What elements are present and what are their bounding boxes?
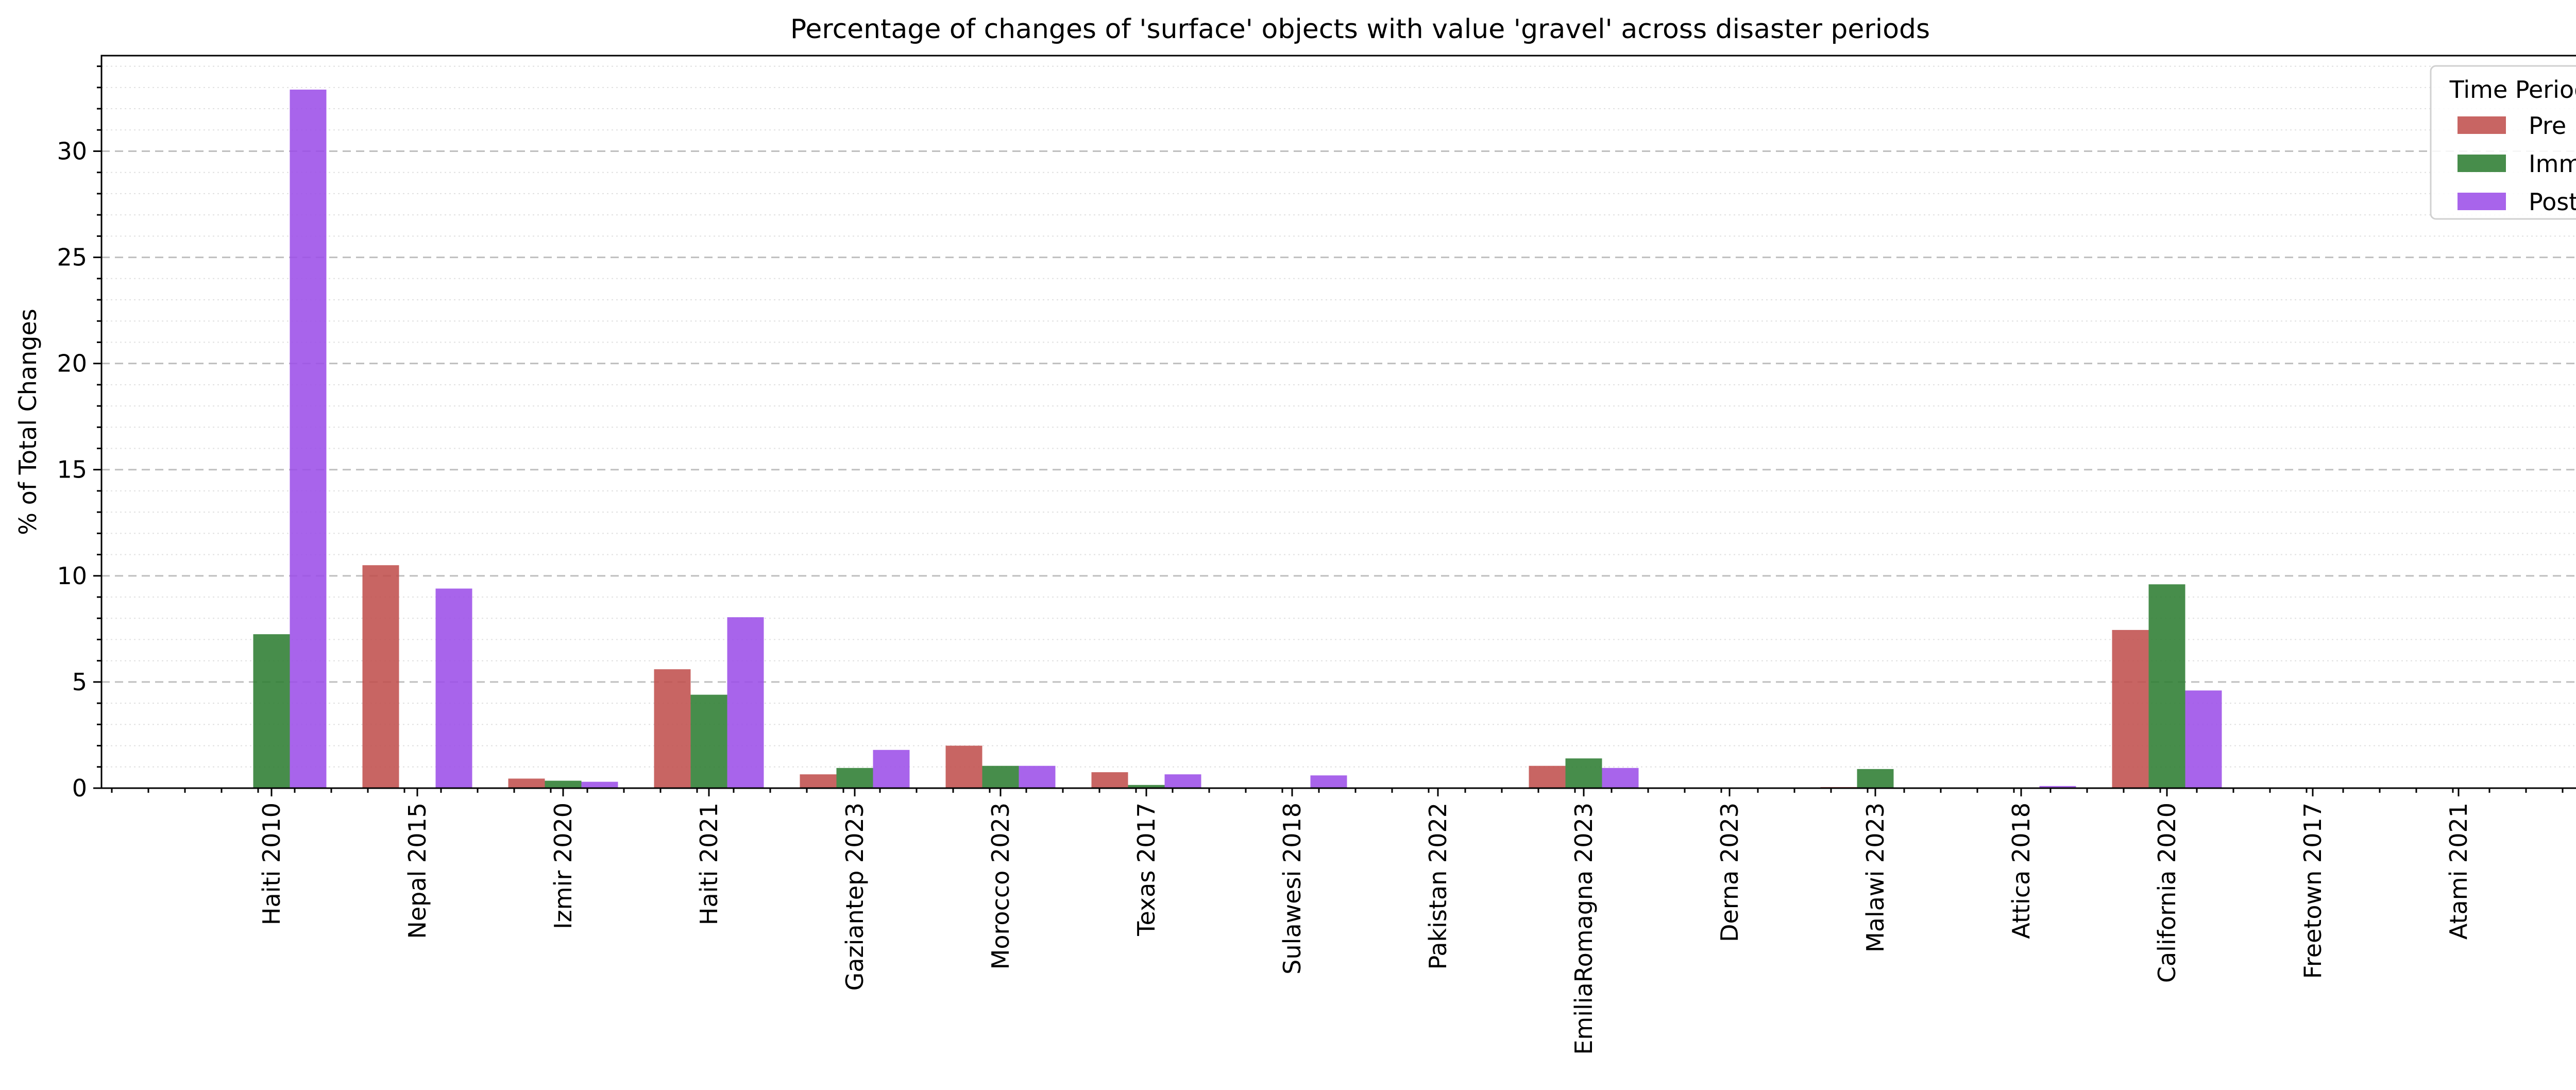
bar-imm-2: Izmir 2020 Imm: 0.35 [545, 780, 582, 788]
x-tick-label: Malawi 2023 [1861, 803, 1889, 952]
x-tick-label: Derna 2023 [1716, 803, 1743, 942]
bar-layer: Nepal 2015 Pre: 10.5 Izmir 2020 Pre: 0.45… [253, 89, 2222, 788]
x-tick-label: Morocco 2023 [987, 803, 1014, 969]
legend-swatch-imm [2458, 155, 2506, 172]
y-tick-label: 25 [57, 244, 87, 271]
bar-imm-13: California 2020 Imm: 9.6 [2148, 584, 2185, 788]
bar-imm-5: Morocco 2023 Imm: 1.05 [982, 765, 1019, 788]
bar-pre-5: Morocco 2023 Pre: 2 [945, 745, 982, 788]
bar-imm-4: Gaziantep 2023 Imm: 0.95 [836, 768, 873, 788]
bar-post-6: Texas 2017 Post: 0.65 [1164, 774, 1201, 788]
x-tick-label: Nepal 2015 [403, 803, 431, 939]
bar-post-12: Attica 2018 Post: 0.1 [2039, 786, 2076, 788]
y-tick-label: 15 [57, 456, 87, 484]
legend: Time Period Pre Imm Post [2430, 65, 2576, 220]
x-tick-label: Texas 2017 [1132, 803, 1160, 936]
tick-layer: 0 5 10 15 20 25 30 Haiti 2010 Nepal 2015 Izmir 20… [57, 65, 2564, 1055]
grid-layer [101, 65, 2576, 768]
legend-box [2430, 65, 2576, 220]
y-tick-label: 20 [57, 350, 87, 378]
bar-post-1: Nepal 2015 Post: 9.4 [435, 588, 472, 788]
bar-imm-0: Haiti 2010 Imm: 7.25 [253, 634, 290, 788]
y-tick-label: 30 [57, 137, 87, 165]
x-tick-label: Pakistan 2022 [1424, 803, 1452, 969]
x-tick-label: Freetown 2017 [2299, 803, 2327, 979]
chart-title: Percentage of changes of 'surface' objec… [790, 14, 1930, 45]
y-tick-label: 5 [72, 668, 87, 696]
bar-pre-9: EmiliaRomagna 2023 Pre: 1.05 [1529, 765, 1566, 788]
x-tick-label: Haiti 2021 [695, 803, 723, 925]
y-tick-label: 0 [72, 774, 87, 802]
x-tick-label: Gaziantep 2023 [841, 803, 869, 991]
bar-post-0: Haiti 2010 Post: 32.9 [290, 89, 327, 788]
x-tick-label: California 2020 [2153, 803, 2181, 983]
bar-pre-1: Nepal 2015 Pre: 10.5 [362, 565, 399, 788]
x-tick-label: Izmir 2020 [549, 803, 577, 929]
legend-label-pre: Pre [2529, 112, 2566, 140]
bar-post-9: EmiliaRomagna 2023 Post: 0.95 [1602, 768, 1639, 788]
legend-title: Time Period [2449, 76, 2576, 104]
plot-frame [100, 55, 2576, 789]
bar-imm-9: EmiliaRomagna 2023 Imm: 1.4 [1565, 758, 1602, 788]
bar-pre-6: Texas 2017 Pre: 0.75 [1091, 772, 1128, 788]
x-tick-label: EmiliaRomagna 2023 [1570, 803, 1598, 1055]
bar-pre-4: Gaziantep 2023 Pre: 0.65 [800, 774, 837, 788]
legend-swatch-post [2458, 193, 2506, 210]
bar-post-5: Morocco 2023 Post: 1.05 [1019, 765, 1056, 788]
x-tick-label: Sulawesi 2018 [1278, 803, 1306, 975]
x-tick-label: Atami 2021 [2445, 803, 2472, 940]
y-axis-label: % of Total Changes [14, 309, 42, 535]
bar-post-2: Izmir 2020 Post: 0.3 [581, 781, 618, 788]
bar-imm-3: Haiti 2021 Imm: 4.4 [690, 694, 727, 788]
y-tick-label: 10 [57, 562, 87, 590]
bar-imm-11: Malawi 2023 Imm: 0.9 [1857, 769, 1894, 788]
legend-label-post: Post [2529, 188, 2576, 216]
legend-items: Pre Imm Post [2458, 112, 2576, 216]
legend-swatch-pre [2458, 116, 2506, 134]
bar-pre-2: Izmir 2020 Pre: 0.45 [508, 778, 545, 788]
legend-label-imm: Imm [2529, 150, 2576, 178]
bar-post-3: Haiti 2021 Post: 8.05 [727, 617, 764, 788]
bar-pre-13: California 2020 Pre: 7.45 [2112, 629, 2149, 788]
bar-imm-6: Texas 2017 Imm: 0.15 [1128, 785, 1165, 788]
bar-post-7: Sulawesi 2018 Post: 0.6 [1310, 775, 1347, 788]
x-tick-label: Haiti 2010 [258, 803, 285, 925]
bar-pre-3: Haiti 2021 Pre: 5.6 [654, 669, 691, 788]
bar-post-13: California 2020 Post: 4.6 [2185, 690, 2222, 788]
bar-post-4: Gaziantep 2023 Post: 1.8 [873, 750, 910, 788]
x-tick-label: Attica 2018 [2007, 803, 2035, 939]
